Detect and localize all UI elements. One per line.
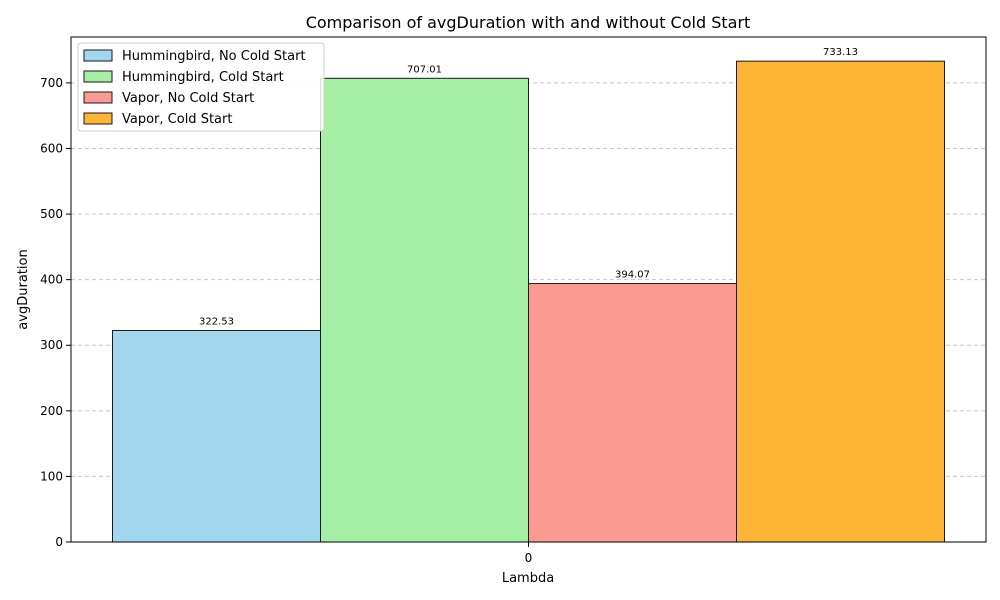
y-tick-label: 700 (40, 76, 63, 90)
legend-swatch (83, 112, 113, 125)
y-tick-label: 0 (55, 535, 63, 549)
legend-box (77, 42, 325, 132)
data-label: 733.13 (823, 47, 858, 58)
x-axis: 0 (525, 542, 533, 565)
y-tick-label: 300 (40, 338, 63, 352)
data-label: 322.53 (199, 316, 234, 327)
chart-title: Comparison of avgDuration with and witho… (306, 13, 751, 32)
legend-swatch (83, 91, 113, 104)
legend-label: Vapor, Cold Start (122, 112, 232, 127)
bar (528, 283, 737, 543)
y-axis: 0 100 200 300 400 500 600 700 (40, 76, 71, 549)
bar (320, 77, 529, 543)
data-label: 394.07 (615, 270, 650, 281)
legend-swatch (83, 70, 113, 83)
bar (736, 60, 945, 543)
legend-label: Hummingbird, Cold Start (122, 70, 284, 85)
y-tick-label: 400 (40, 273, 63, 287)
legend: Hummingbird, No Cold Start Hummingbird, C… (77, 42, 325, 132)
y-tick-label: 500 (40, 207, 63, 221)
legend-label: Vapor, No Cold Start (122, 91, 254, 106)
y-tick-label: 600 (40, 141, 63, 155)
x-axis-label: Lambda (502, 571, 554, 586)
y-axis-label: avgDuration (16, 249, 31, 329)
data-label: 707.01 (407, 64, 442, 75)
legend-label: Hummingbird, No Cold Start (122, 49, 306, 64)
legend-swatch (83, 49, 113, 62)
y-tick-label: 100 (40, 469, 63, 483)
bars (112, 60, 945, 543)
bar (112, 329, 321, 543)
x-tick-label: 0 (525, 551, 533, 565)
data-labels: 322.53 707.01 394.07 733.13 (199, 47, 858, 327)
y-tick-label: 200 (40, 404, 63, 418)
